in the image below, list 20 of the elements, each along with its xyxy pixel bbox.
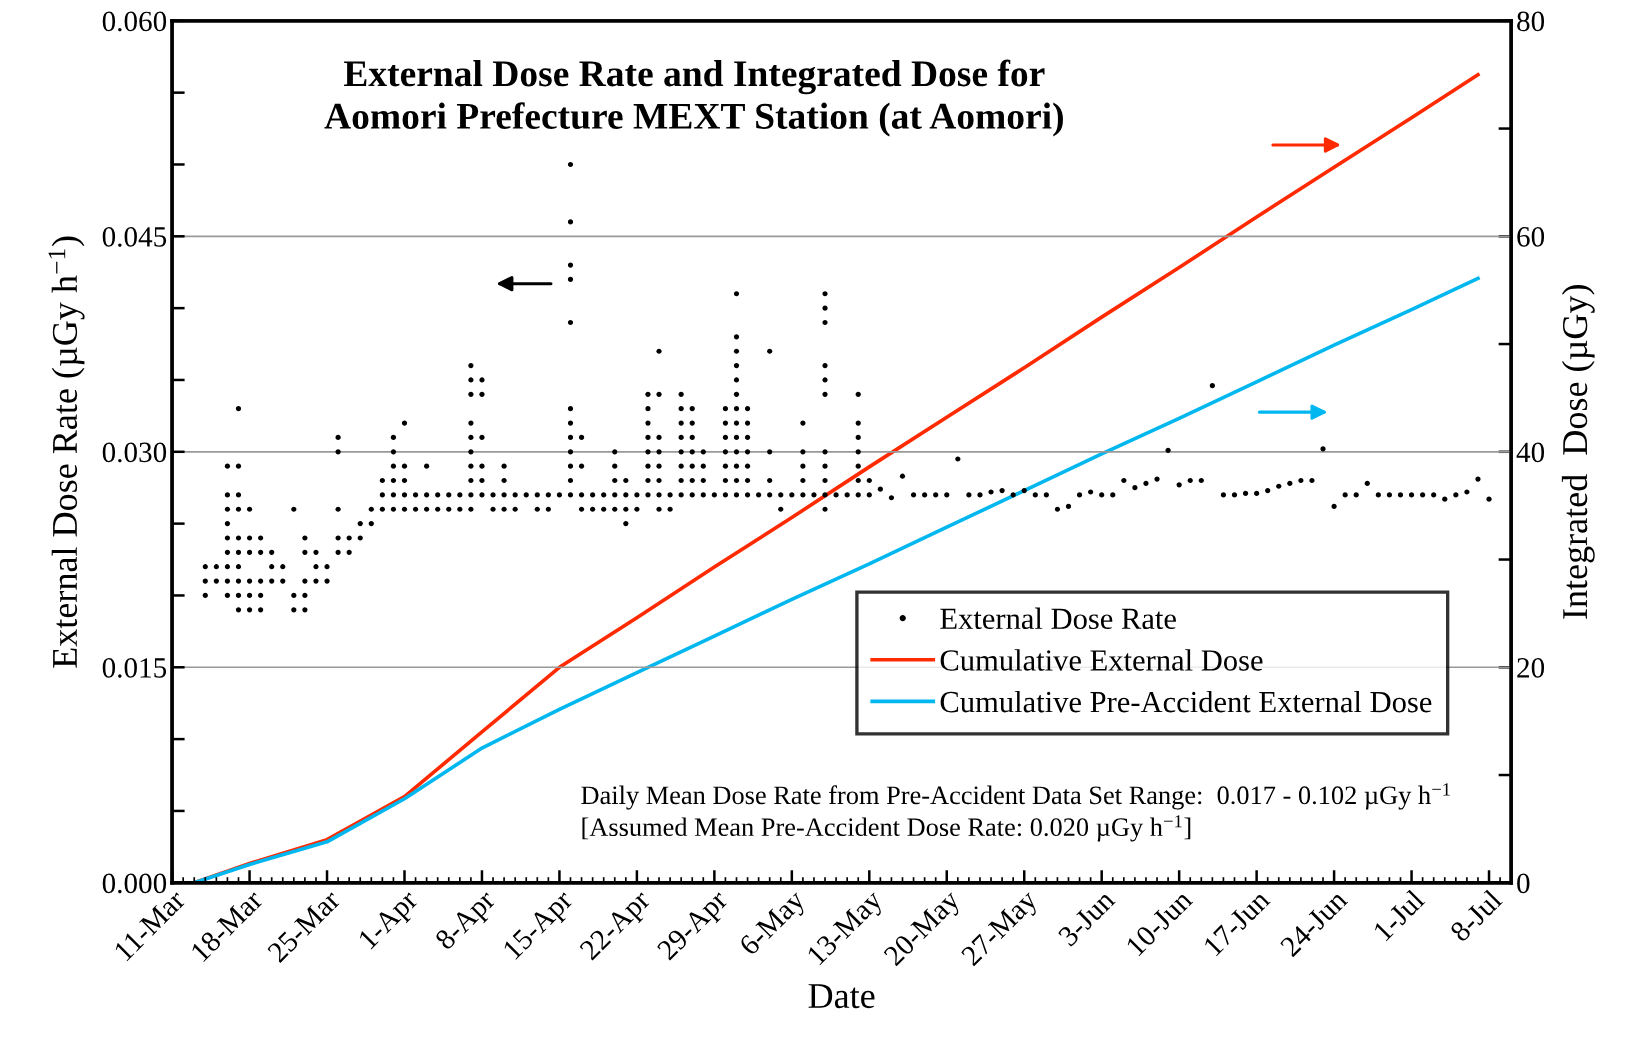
y2-tick-label: 60: [1517, 227, 1545, 247]
y-tick-label: 0.045: [102, 227, 167, 247]
y2-tick-label: 80: [1517, 11, 1545, 32]
legend-label: Cumulative Pre-Accident External Dose: [940, 690, 1432, 713]
y2-axis-title: Integrated Dose (µGy): [1561, 285, 1595, 619]
x-axis-title: Date: [808, 984, 875, 1009]
annotation: [Assumed Mean Pre-Accident Dose Rate: 0.020 µGy h$^{−1}$]: [582, 815, 1191, 842]
legend-label: External Dose Rate: [940, 607, 1176, 630]
y-axis-title: External Dose Rate (µGy h$^{−1}$): [48, 236, 85, 668]
y-tick-label: 0.015: [102, 658, 167, 678]
y-tick-label: 0.000: [102, 873, 167, 894]
y2-tick-label: 20: [1517, 658, 1545, 678]
legend-label: Cumulative External Dose: [940, 649, 1263, 671]
y2-tick-label: 40: [1516, 442, 1545, 463]
y-tick-label: 0.060: [102, 11, 167, 32]
y2-tick-label: 0: [1517, 873, 1530, 894]
y-tick-label: 0.030: [102, 442, 167, 463]
annotation: Daily Mean Dose Rate from Pre-Accident Data Set Range: 0.017 - 0.102 µGy h$^{−1}$: [581, 783, 1450, 810]
line-series: [192, 276, 1480, 883]
text: External Dose Rate and Integrated Dose for Aomori Prefecture MEXT Station (at Aomori): [324, 59, 1063, 137]
